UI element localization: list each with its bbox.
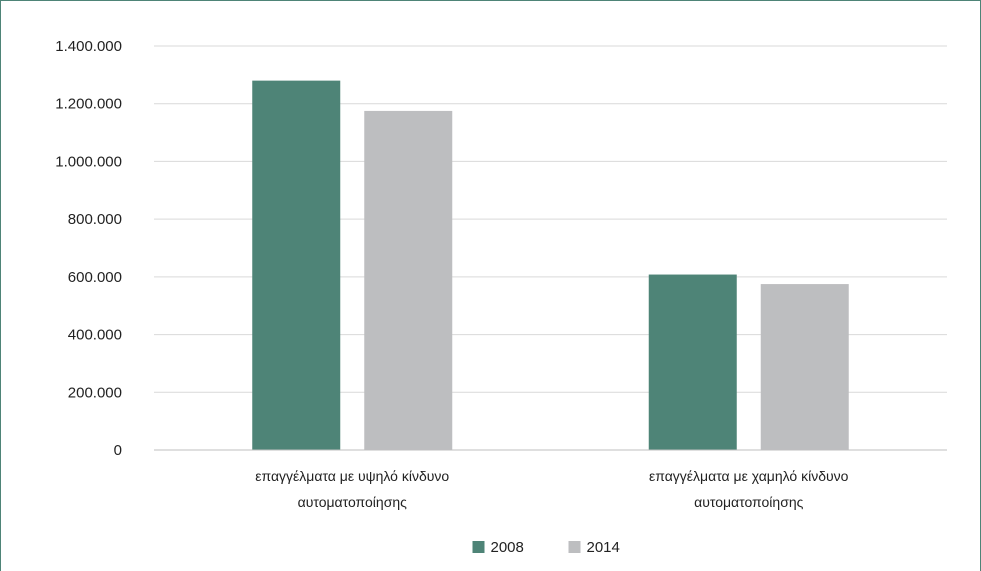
y-tick-label: 1.000.000: [55, 153, 122, 170]
category-label-line: επαγγέλματα με υψηλό κίνδυνο: [255, 468, 449, 484]
y-axis-tick-labels: 0 200.000 400.000 600.000 800.000 1.000.000 1.…: [55, 38, 122, 459]
legend-item-2008: 2008: [472, 539, 524, 556]
legend-swatch: [568, 541, 581, 553]
y-tick-label: 0: [114, 442, 122, 459]
bar-2008-high-risk: [252, 80, 341, 450]
bars: [252, 80, 849, 450]
bar-2014-low-risk: [760, 284, 849, 450]
y-tick-label: 1.200.000: [55, 96, 122, 113]
category-label-line: αυτοματοποίησης: [298, 494, 408, 510]
category-labels: επαγγέλματα με υψηλό κίνδυνο αυτοματοποίη…: [255, 468, 848, 510]
legend-swatch: [472, 541, 485, 553]
legend: 2008 2014: [472, 539, 620, 556]
category-label-line: επαγγέλματα με χαμηλό κίνδυνο: [649, 468, 849, 484]
y-tick-label: 800.000: [68, 211, 122, 228]
bar-2008-low-risk: [648, 274, 737, 450]
legend-label: 2014: [587, 539, 620, 556]
legend-item-2014: 2014: [568, 539, 620, 556]
y-tick-label: 200.000: [68, 384, 122, 401]
category-label-line: αυτοματοποίησης: [694, 494, 804, 510]
y-tick-label: 600.000: [68, 269, 122, 286]
y-tick-label: 400.000: [68, 327, 122, 344]
bar-2014-high-risk: [364, 110, 453, 450]
legend-label: 2008: [491, 539, 524, 556]
category-label: επαγγέλματα με υψηλό κίνδυνο αυτοματοποίη…: [255, 468, 449, 510]
y-tick-label: 1.400.000: [55, 38, 122, 55]
category-label: επαγγέλματα με χαμηλό κίνδυνο αυτοματοποί…: [649, 468, 849, 510]
